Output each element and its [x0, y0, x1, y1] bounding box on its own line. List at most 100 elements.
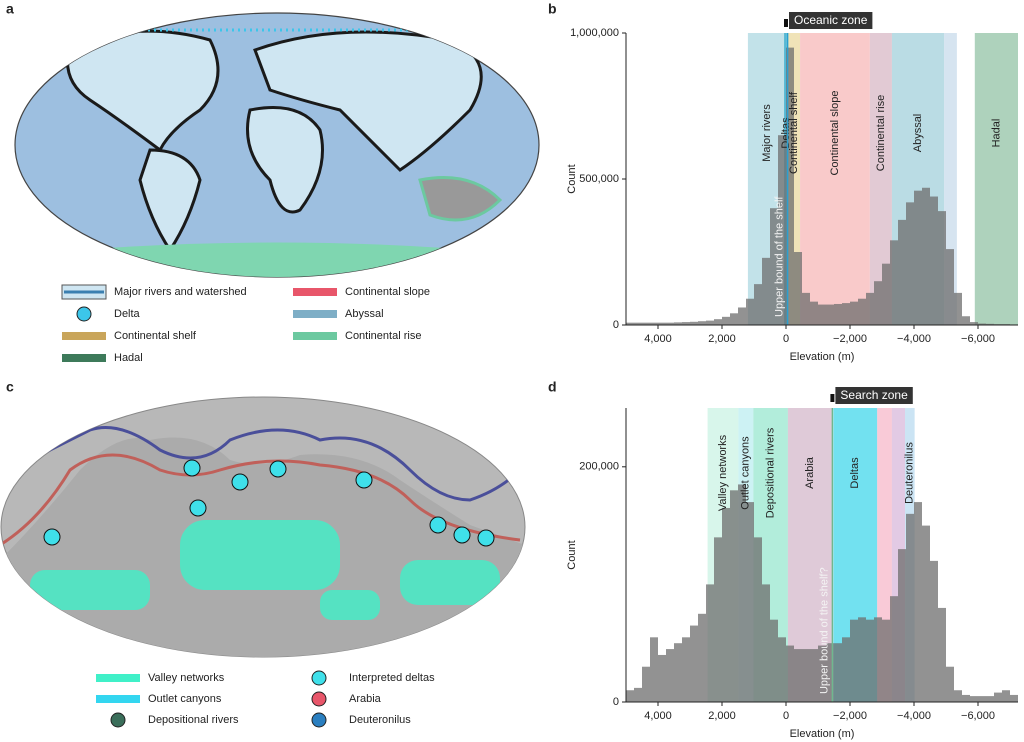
bar [642, 322, 650, 325]
bar [746, 502, 754, 702]
x-tick-label: 2,000 [708, 333, 736, 345]
bar [866, 619, 874, 702]
bar [834, 303, 842, 325]
annotation-box [835, 387, 913, 404]
bar [674, 643, 682, 702]
bar [946, 249, 954, 325]
bar [850, 619, 858, 702]
bar [746, 298, 754, 325]
zone-label: Abyssal [912, 114, 924, 153]
zone-label: Continental slope [829, 90, 841, 175]
bar [834, 643, 842, 702]
bar [698, 321, 706, 325]
annotation: Search zone [835, 387, 913, 404]
bar [666, 649, 674, 702]
zone-label: Hadal [990, 119, 1002, 148]
x-tick-label: −4,000 [897, 333, 931, 345]
bar [1010, 694, 1018, 702]
x-tick-label: −2,000 [833, 710, 867, 722]
bar [978, 696, 986, 702]
bar [794, 649, 802, 702]
legend-label: Interpreted deltas [349, 672, 435, 684]
legend-swatch [311, 691, 327, 707]
y-tick-label: 200,000 [579, 461, 619, 473]
legend-swatch [62, 354, 106, 362]
legend-swatch [76, 306, 92, 322]
legend-label: Outlet canyons [148, 693, 222, 705]
bar [858, 298, 866, 325]
bar [978, 323, 986, 325]
x-tick-label: 2,000 [708, 710, 736, 722]
bar [690, 321, 698, 325]
bar [690, 625, 698, 702]
x-tick-label: 0 [783, 710, 789, 722]
bar [658, 322, 666, 325]
zone-label: Depositional rivers [765, 427, 777, 518]
bar [682, 322, 690, 325]
x-axis-label: Elevation (m) [790, 351, 855, 363]
x-tick-label: −6,000 [961, 333, 995, 345]
annotation-text: Oceanic zone [794, 13, 868, 27]
bar [890, 596, 898, 702]
x-tick-label: 0 [783, 333, 789, 345]
legend-label: Valley networks [148, 672, 225, 684]
x-tick-label: −6,000 [961, 710, 995, 722]
x-axis-label: Elevation (m) [790, 728, 855, 740]
legend-label: Major rivers and watershed [114, 286, 247, 298]
annotation-box [789, 12, 873, 29]
map-a [14, 12, 540, 278]
bar [714, 537, 722, 702]
annotation-marker [830, 394, 835, 402]
bar [914, 190, 922, 325]
legend-swatch [311, 670, 327, 686]
panel-label: a [6, 1, 14, 17]
bar [842, 637, 850, 702]
x-tick-label: 4,000 [644, 710, 672, 722]
bar [762, 257, 770, 325]
bar [730, 490, 738, 702]
bar [882, 263, 890, 325]
legend-label: Hadal [114, 352, 143, 364]
panel-label: b [548, 1, 557, 17]
bar [722, 316, 730, 325]
bar [666, 322, 674, 325]
bar [826, 643, 834, 702]
bar [626, 322, 634, 325]
legend-label: Delta [114, 308, 141, 320]
legend-label: Continental slope [345, 286, 430, 298]
bar [658, 654, 666, 702]
bar [994, 692, 1002, 702]
legend-swatch [311, 712, 327, 728]
bar [706, 584, 714, 702]
legend-swatch [293, 310, 337, 318]
legend-swatch [62, 332, 106, 340]
reference-label: Upper bound of the shelf [774, 196, 786, 317]
bar [634, 322, 642, 325]
y-axis-label: Count [566, 540, 578, 569]
bar [970, 322, 978, 325]
bar [770, 208, 778, 325]
bar [650, 322, 658, 325]
legend-label: Deuteronilus [349, 714, 411, 726]
bar [986, 323, 994, 325]
bar [826, 304, 834, 325]
bar [754, 284, 762, 325]
legend-label: Continental rise [345, 330, 421, 342]
bar [938, 211, 946, 325]
zone-label: Deltas [780, 117, 792, 149]
bar [866, 292, 874, 325]
bar [922, 187, 930, 325]
annotation-text: Search zone [840, 388, 908, 402]
legend-swatch [293, 288, 337, 296]
bar [874, 617, 882, 702]
zone-label: Arabia [804, 456, 816, 489]
bar [674, 322, 682, 325]
zone-label: Deltas [849, 457, 861, 489]
zone [869, 33, 892, 325]
bar [818, 304, 826, 325]
bar [762, 584, 770, 702]
bar [714, 319, 722, 325]
bar [650, 637, 658, 702]
bar [954, 690, 962, 702]
bar [818, 645, 826, 702]
